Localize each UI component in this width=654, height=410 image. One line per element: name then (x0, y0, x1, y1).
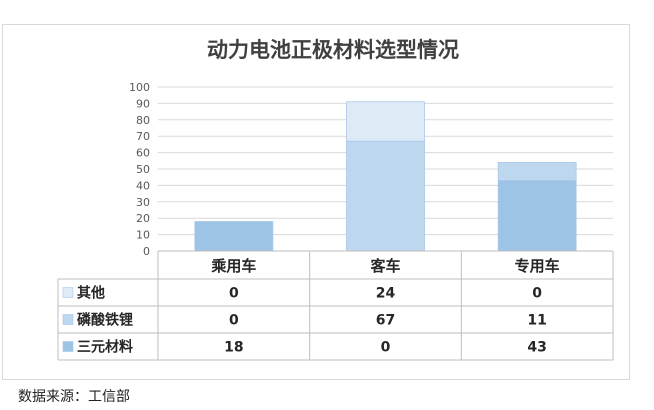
y-tick-label-6: 60 (136, 147, 150, 160)
y-tick-label-9: 90 (136, 97, 150, 110)
table-cell-1-0: 0 (229, 313, 239, 329)
y-tick-label-1: 10 (136, 229, 150, 242)
source-note: 数据来源：工信部 (18, 389, 130, 405)
category-label-2: 专用车 (515, 257, 560, 275)
table-cell-0-0: 0 (229, 286, 239, 302)
y-tick-label-7: 70 (136, 130, 150, 143)
y-tick-label-4: 40 (136, 179, 150, 192)
table-cell-1-1: 67 (376, 313, 395, 329)
bar-2-0 (497, 180, 577, 252)
y-tick-label-2: 20 (136, 212, 150, 225)
legend-label-2: 三元材料 (77, 339, 133, 356)
bar-1-2 (346, 101, 425, 142)
legend-swatch-2 (62, 341, 74, 352)
y-tick-label-8: 80 (136, 114, 150, 127)
legend-swatch-0 (62, 287, 74, 298)
category-label-1: 客车 (369, 257, 400, 275)
y-tick-label-0: 0 (143, 245, 150, 258)
table-cell-2-0: 18 (224, 340, 243, 356)
chart-title: 动力电池正极材料选型情况 (207, 38, 459, 62)
legend-label-1: 磷酸铁锂 (77, 312, 133, 329)
y-tick-label-3: 30 (136, 196, 150, 209)
category-label-0: 乘用车 (210, 257, 256, 275)
table-cell-1-2: 11 (527, 313, 546, 329)
table-cell-2-2: 43 (527, 340, 546, 356)
legend-swatch-1 (62, 314, 74, 325)
legend-label-0: 其他 (77, 285, 105, 302)
y-tick-label-10: 100 (129, 81, 150, 94)
table-cell-0-2: 0 (532, 286, 542, 302)
table-cell-0-1: 24 (376, 286, 396, 302)
table-cell-2-1: 0 (381, 340, 391, 356)
chart-svg: 动力电池正极材料选型情况 0 10 20 30 40 50 60 70 80 90 100 乘用车 客车… (57, 38, 614, 361)
bar-1-1 (346, 140, 425, 252)
bar-2-1 (497, 162, 577, 181)
bar-0-0 (194, 221, 274, 252)
chart-frame: 动力电池正极材料选型情况 0 10 20 30 40 50 60 70 80 90 100 乘用车 客车… (2, 24, 630, 380)
y-tick-label-5: 50 (136, 163, 150, 176)
